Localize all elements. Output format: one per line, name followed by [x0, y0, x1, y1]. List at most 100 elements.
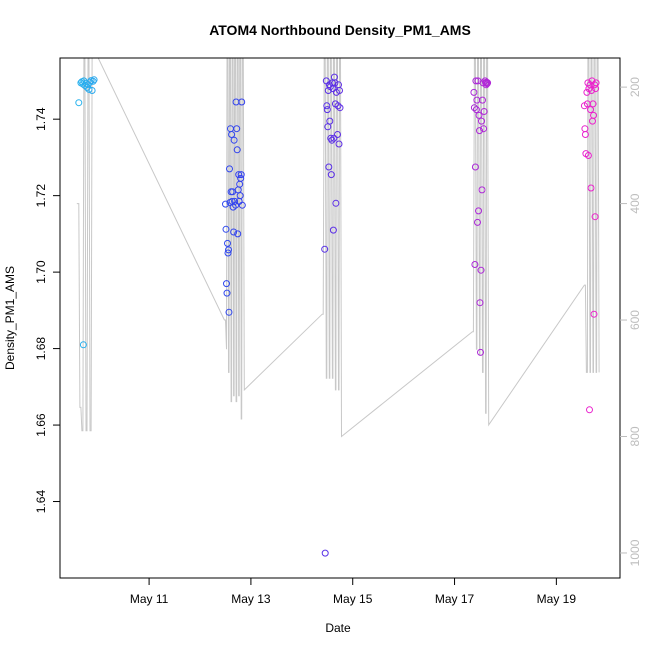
data-point — [478, 117, 485, 125]
data-point — [237, 171, 245, 179]
data-point — [326, 117, 334, 125]
data-point — [472, 77, 480, 85]
y-tick-label: 1.68 — [34, 337, 48, 361]
x-tick-label: May 19 — [537, 592, 577, 606]
data-point — [336, 87, 343, 94]
data-point — [328, 136, 336, 144]
data-point — [226, 165, 233, 173]
data-point — [89, 77, 97, 85]
data-point — [588, 87, 595, 94]
data-point — [222, 200, 229, 208]
data-point — [236, 192, 244, 200]
data-point — [85, 85, 93, 93]
data-point — [234, 230, 242, 238]
y2-tick-label: 600 — [628, 310, 642, 330]
data-point — [331, 79, 339, 87]
data-point — [225, 308, 233, 316]
x-axis-label: Date — [325, 621, 351, 635]
data-point — [86, 78, 94, 86]
data-point — [477, 266, 485, 274]
data-point — [471, 261, 479, 268]
data-point — [75, 99, 83, 107]
data-point — [238, 98, 246, 106]
data-point — [225, 246, 232, 254]
chart-title: ATOM4 Northbound Density_PM1_AMS — [209, 22, 471, 38]
data-point — [480, 125, 488, 133]
y-tick-label: 1.72 — [34, 184, 48, 208]
data-point — [476, 299, 484, 307]
data-point — [476, 127, 483, 135]
data-point — [231, 197, 239, 205]
altitude-line — [76, 57, 600, 438]
data-point — [482, 81, 490, 89]
data-point — [591, 213, 599, 221]
data-point — [589, 100, 597, 108]
data-point — [237, 174, 245, 182]
data-point — [587, 106, 594, 114]
data-point — [480, 108, 488, 115]
data-point — [332, 199, 340, 207]
data-point — [479, 96, 486, 104]
data-point — [223, 289, 231, 297]
data-point — [592, 79, 600, 87]
data-point — [321, 245, 329, 253]
points-layer — [75, 73, 600, 557]
data-point — [233, 146, 241, 154]
data-point — [475, 111, 483, 119]
data-point — [584, 152, 592, 159]
data-point — [222, 225, 230, 233]
data-point — [484, 79, 492, 87]
right-axis: 200 400 600 800 1000 — [620, 77, 642, 566]
data-point — [590, 310, 598, 318]
data-point — [235, 171, 243, 179]
data-point — [325, 163, 333, 171]
data-point — [475, 207, 482, 215]
y-tick-label: 1.66 — [34, 413, 48, 437]
data-point — [228, 131, 236, 138]
y2-tick-label: 1000 — [628, 539, 642, 566]
y-tick-label: 1.74 — [34, 107, 48, 131]
data-point — [79, 80, 87, 88]
data-point — [471, 163, 479, 171]
data-point — [470, 88, 478, 96]
x-tick-label: May 13 — [231, 592, 271, 606]
data-point — [224, 249, 232, 257]
data-point — [79, 341, 87, 349]
altitude-line-layer — [76, 57, 600, 438]
data-point — [321, 549, 329, 557]
data-point — [90, 76, 98, 84]
data-point — [335, 140, 343, 148]
y2-tick-label: 800 — [628, 426, 642, 446]
data-point — [477, 348, 484, 356]
y-axis-label: Density_PM1_AMS — [3, 266, 17, 370]
y-tick-label: 1.64 — [34, 490, 48, 514]
plot-frame — [59, 57, 621, 579]
x-tick-label: May 17 — [435, 592, 475, 606]
y2-tick-label: 400 — [628, 193, 642, 213]
data-point — [327, 171, 335, 179]
data-point — [334, 102, 342, 110]
data-point — [232, 201, 240, 209]
data-point — [223, 280, 230, 288]
y-tick-label: 1.70 — [34, 260, 48, 284]
data-point — [581, 131, 589, 138]
data-point — [230, 228, 238, 236]
data-point — [88, 87, 96, 94]
y2-tick-label: 200 — [628, 77, 642, 97]
x-axis: May 11 May 13 May 15 May 17 May 19 — [130, 578, 577, 606]
data-point — [590, 111, 597, 119]
data-point — [478, 186, 486, 194]
data-point — [474, 218, 481, 226]
data-point — [233, 125, 241, 133]
data-point — [581, 125, 589, 133]
x-tick-label: May 15 — [333, 592, 373, 606]
data-point — [591, 81, 598, 89]
data-point — [586, 406, 593, 414]
y-axis: 1.64 1.66 1.68 1.70 1.72 1.74 — [34, 107, 60, 513]
data-point — [323, 102, 331, 110]
data-point — [238, 201, 246, 209]
data-point — [329, 226, 337, 234]
data-point — [230, 136, 238, 144]
data-point — [323, 106, 331, 114]
